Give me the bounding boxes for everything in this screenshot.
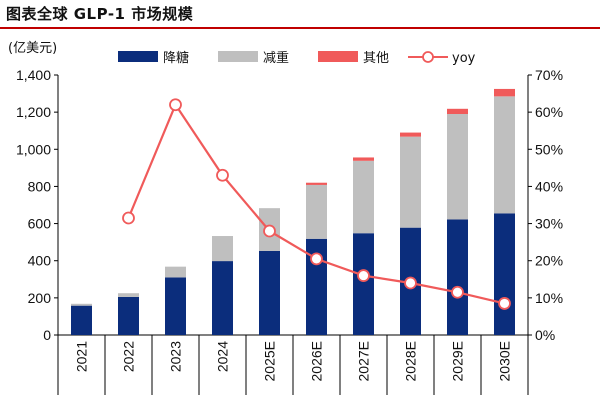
- yoy-line: [122, 98, 511, 310]
- x-tick-label: 2030E: [497, 341, 513, 381]
- bar-other: [353, 157, 374, 161]
- legend-label-weight-loss: 减重: [263, 50, 289, 66]
- y-tick-label-left: 1,200: [16, 104, 51, 120]
- legend-label-diabetes: 降糖: [163, 50, 189, 66]
- x-tick-label: 2026E: [309, 341, 325, 381]
- y-tick-label-left: 200: [28, 290, 52, 306]
- x-tick-label: 2023: [168, 341, 184, 372]
- bar-weight-loss: [71, 303, 92, 306]
- yoy-point: [122, 211, 135, 225]
- bar-other: [494, 88, 515, 97]
- title-divider: [0, 27, 600, 29]
- yoy-point: [451, 285, 464, 299]
- title-bar: 图表全球 GLP-1 市场规模: [0, 0, 600, 29]
- bar-other: [400, 132, 421, 137]
- y-tick-label-right: 10%: [535, 290, 563, 306]
- bar-weight-loss: [306, 184, 327, 239]
- y-tick-label-left: 400: [28, 253, 52, 269]
- bar-diabetes: [447, 219, 468, 335]
- bar-diabetes: [306, 238, 327, 335]
- yoy-point: [169, 98, 182, 112]
- x-tick-label: 2021: [74, 341, 90, 372]
- bar-weight-loss: [353, 160, 374, 234]
- bar-weight-loss: [165, 266, 186, 278]
- bar-other: [447, 108, 468, 114]
- legend-swatch-other: [318, 51, 358, 62]
- chart-title: 图表全球 GLP-1 市场规模: [6, 5, 194, 23]
- legend-swatch-weight-loss: [218, 51, 258, 62]
- y-tick-label-right: 20%: [535, 253, 563, 269]
- y-tick-label-right: 50%: [535, 141, 563, 157]
- bar-weight-loss: [447, 114, 468, 220]
- legend-swatch-yoy-marker: [422, 51, 434, 63]
- x-tick-label: 2029E: [450, 341, 466, 381]
- y-tick-label-right: 30%: [535, 216, 563, 232]
- y-axis-unit-label: (亿美元): [8, 41, 57, 56]
- x-tick-label: 2024: [215, 341, 231, 372]
- yoy-point: [263, 224, 276, 238]
- legend-swatch-diabetes: [118, 51, 158, 62]
- legend-label-other: 其他: [363, 51, 389, 66]
- y-tick-label-right: 40%: [535, 178, 563, 194]
- y-tick-label-right: 70%: [535, 67, 563, 83]
- bar-weight-loss: [400, 136, 421, 228]
- bar-diabetes: [259, 250, 280, 335]
- y-tick-label-left: 1,000: [16, 141, 51, 157]
- yoy-point: [404, 276, 417, 290]
- x-tick-label: 2028E: [403, 341, 419, 381]
- bars: [71, 88, 515, 335]
- y-tick-label-left: 600: [28, 216, 52, 232]
- y-tick-label-right: 0%: [535, 327, 555, 343]
- x-tick-label: 2027E: [356, 341, 372, 381]
- bar-diabetes: [118, 296, 139, 335]
- bar-diabetes: [353, 233, 374, 335]
- bar-diabetes: [71, 305, 92, 335]
- x-tick-label: 2025E: [262, 341, 278, 381]
- y-tick-label-right: 60%: [535, 104, 563, 120]
- y-tick-label-left: 1,400: [16, 67, 51, 83]
- legend-label-yoy: yoy: [452, 51, 476, 66]
- yoy-point: [216, 168, 229, 182]
- bar-weight-loss: [118, 293, 139, 297]
- bar-weight-loss: [494, 96, 515, 214]
- bar-diabetes: [212, 261, 233, 335]
- legend: 降糖 减重 其他 yoy: [118, 50, 476, 66]
- x-tick-label: 2022: [121, 341, 137, 372]
- bar-diabetes: [494, 213, 515, 335]
- y-tick-label-left: 0: [43, 327, 51, 343]
- yoy-point: [310, 252, 323, 266]
- bar-other: [306, 182, 327, 185]
- tick-labels: 0 200 400 600 800 1,000 1,200 1,400 0% 10% 20% 30% 4…: [8, 41, 563, 381]
- y-tick-label-left: 800: [28, 178, 52, 194]
- bar-diabetes: [165, 277, 186, 335]
- bar-weight-loss: [212, 236, 233, 262]
- yoy-point: [498, 297, 511, 310]
- yoy-point: [357, 269, 370, 282]
